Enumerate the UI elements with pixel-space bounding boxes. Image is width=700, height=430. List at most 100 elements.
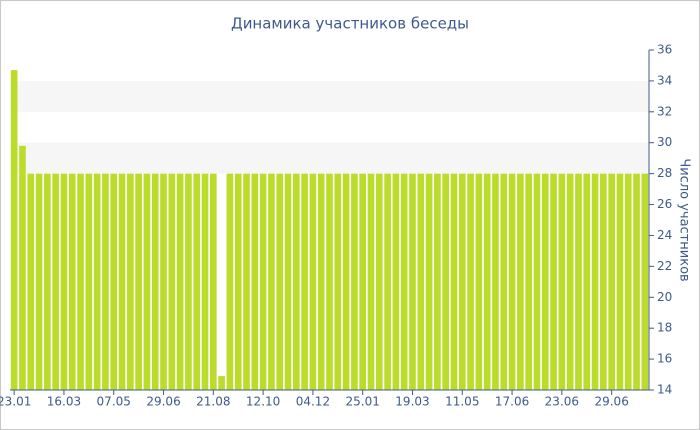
bar: [533, 173, 541, 390]
bar: [467, 173, 474, 390]
bar: [458, 173, 466, 390]
y-tick-label: 22: [657, 259, 672, 273]
x-tick-label: 29.06: [146, 395, 180, 409]
y-tick-label: 20: [657, 290, 672, 304]
bar: [176, 173, 184, 390]
bar: [367, 173, 375, 390]
bar: [127, 173, 134, 390]
x-tick-label: 29.06: [594, 395, 628, 409]
bar: [276, 173, 284, 390]
bar: [334, 173, 342, 390]
x-tick-label: 23.01: [0, 395, 31, 409]
bar: [475, 173, 483, 390]
bar: [209, 173, 217, 390]
plot-band: [10, 80, 649, 112]
y-tick-label: 36: [657, 43, 672, 57]
bar: [160, 173, 167, 390]
bar: [425, 173, 433, 390]
bar: [234, 173, 242, 390]
bar: [309, 173, 317, 390]
bar: [525, 173, 532, 390]
x-tick-label: 23.06: [545, 395, 579, 409]
y-tick-label: 32: [657, 104, 672, 118]
bar: [52, 173, 59, 390]
bar: [583, 173, 591, 390]
bar: [342, 173, 350, 390]
bar: [44, 173, 51, 390]
bar: [392, 173, 400, 390]
bar: [68, 173, 76, 390]
bar: [93, 173, 101, 390]
bar: [375, 173, 383, 390]
bar: [292, 173, 300, 390]
bar: [218, 376, 225, 390]
bar: [317, 173, 325, 390]
y-tick-label: 30: [657, 135, 672, 149]
bar: [600, 173, 607, 390]
y-tick-label: 14: [657, 383, 672, 397]
x-tick-label: 17.06: [495, 395, 529, 409]
bar: [19, 145, 26, 390]
y-tick-label: 18: [657, 321, 672, 335]
bar: [301, 173, 308, 390]
x-tick-label: 21.08: [196, 395, 230, 409]
x-tick-label: 11.05: [445, 395, 479, 409]
x-tick-label: 07.05: [97, 395, 131, 409]
bar: [624, 173, 632, 390]
bar: [616, 173, 624, 390]
bar: [541, 173, 549, 390]
bar: [591, 173, 599, 390]
bar: [384, 173, 391, 390]
bar: [483, 173, 491, 390]
y-tick-label: 28: [657, 166, 672, 180]
bar: [641, 173, 649, 390]
bar: [135, 173, 142, 390]
x-tick-label: 12.10: [246, 395, 280, 409]
bar: [185, 173, 192, 390]
bar: [168, 173, 176, 390]
bar: [434, 173, 441, 390]
bar: [517, 173, 524, 390]
bar: [575, 173, 582, 390]
bar: [118, 173, 126, 390]
bar: [508, 173, 516, 390]
bar: [10, 70, 18, 390]
y-tick-label: 26: [657, 197, 672, 211]
bar: [193, 173, 201, 390]
bar: [326, 173, 333, 390]
bar: [442, 173, 450, 390]
bar: [35, 173, 43, 390]
plot-band: [10, 142, 649, 174]
bar: [558, 173, 566, 390]
bar: [27, 173, 35, 390]
bar: [143, 173, 151, 390]
bar: [566, 173, 574, 390]
x-tick-label: 25.01: [346, 395, 380, 409]
bar: [400, 173, 408, 390]
bar: [450, 173, 458, 390]
y-tick-label: 16: [657, 352, 672, 366]
bar: [60, 173, 68, 390]
chart-title: Динамика участников беседы: [231, 15, 469, 33]
bar: [359, 173, 367, 390]
bar: [409, 173, 416, 390]
y-tick-label: 24: [657, 228, 672, 242]
y-axis-title: Число участников: [677, 158, 692, 281]
bar: [417, 173, 425, 390]
bar: [608, 173, 615, 390]
bar: [201, 173, 209, 390]
bar: [151, 173, 159, 390]
bar: [110, 173, 118, 390]
bar: [77, 173, 84, 390]
bar: [284, 173, 292, 390]
bar: [633, 173, 640, 390]
x-tick-label: 16.03: [47, 395, 81, 409]
bar: [268, 173, 275, 390]
bar: [492, 173, 499, 390]
bar: [259, 173, 267, 390]
x-tick-label: 04.12: [296, 395, 330, 409]
bar: [85, 173, 93, 390]
bar: [351, 173, 358, 390]
bar: [500, 173, 508, 390]
